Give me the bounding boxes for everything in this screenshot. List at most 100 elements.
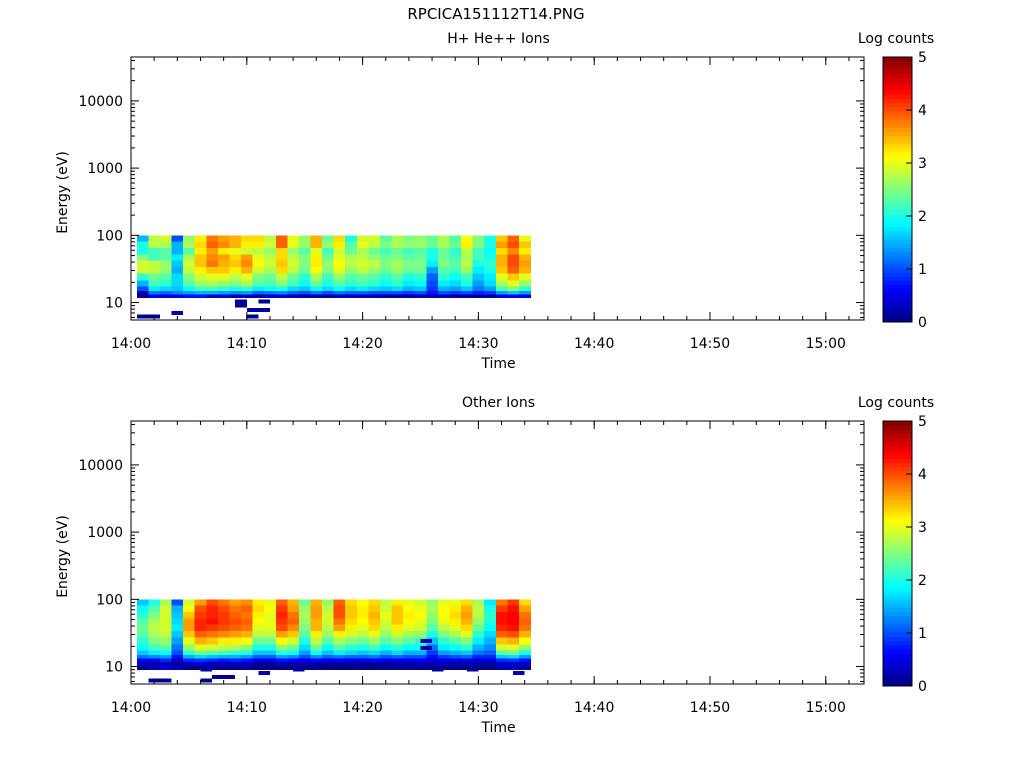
- heatmap-cell: [229, 637, 242, 646]
- heatmap-cell: [159, 624, 173, 632]
- heatmap-cell: [403, 260, 416, 268]
- heatmap-cell: [171, 599, 184, 607]
- heatmap-cell: [449, 650, 462, 656]
- colorbar-band: [883, 81, 912, 87]
- heatmap-cell: [252, 654, 265, 659]
- heatmap-cell: [298, 612, 312, 619]
- heatmap-speck: [258, 307, 270, 312]
- heatmap-speck: [397, 666, 409, 671]
- heatmap-cell: [495, 654, 508, 659]
- heatmap-cell: [518, 599, 532, 607]
- heatmap-cell: [461, 254, 474, 262]
- heatmap-cell: [206, 612, 219, 619]
- colorbar-band: [883, 632, 912, 637]
- heatmap-cell: [194, 612, 207, 619]
- heatmap-cell: [183, 665, 196, 671]
- heatmap-cell: [322, 286, 335, 292]
- heatmap-cell: [356, 605, 369, 613]
- heatmap-cell: [507, 235, 520, 243]
- heatmap-speck: [200, 678, 213, 683]
- heatmap-cell: [333, 235, 346, 243]
- heatmap-cell: [136, 294, 149, 298]
- heatmap-cell: [518, 650, 532, 656]
- heatmap-cell: [183, 654, 196, 659]
- heatmap-cell: [206, 650, 219, 656]
- heatmap-cell: [495, 235, 508, 243]
- colorbar-band: [883, 623, 912, 629]
- heatmap-cell: [183, 248, 196, 255]
- heatmap-cell: [391, 654, 404, 659]
- heatmap-cell: [426, 650, 439, 656]
- heatmap-cell: [229, 260, 242, 268]
- heatmap-cell: [391, 661, 404, 667]
- heatmap-cell: [171, 618, 184, 626]
- heatmap-cell: [333, 612, 346, 619]
- heatmap-cell: [310, 631, 323, 639]
- heatmap-cell: [461, 290, 474, 295]
- heatmap-cell: [194, 605, 207, 613]
- heatmap-cell: [472, 286, 485, 292]
- heatmap-cell: [287, 650, 300, 656]
- heatmap-cell: [507, 612, 520, 619]
- heatmap-cell: [484, 248, 497, 255]
- heatmap-cell: [333, 605, 346, 613]
- heatmap-cell: [310, 254, 323, 262]
- colorbar-tick-label: 1: [918, 262, 927, 278]
- heatmap-cell: [171, 280, 184, 287]
- heatmap-cell: [241, 280, 254, 287]
- heatmap-cell: [217, 665, 231, 671]
- colorbar-band: [883, 553, 912, 559]
- heatmap-cell: [437, 644, 451, 651]
- colorbar-band: [883, 541, 912, 546]
- heatmap-cell: [159, 280, 173, 287]
- heatmap-cell: [217, 618, 231, 626]
- heatmap-cell: [206, 599, 219, 607]
- heatmap-cell: [171, 658, 184, 663]
- heatmap-cell: [472, 294, 485, 298]
- heatmap-cell: [183, 241, 196, 249]
- heatmap-cell: [507, 624, 520, 632]
- heatmap-cell: [426, 286, 439, 292]
- heatmap-cell: [252, 235, 265, 243]
- heatmap-speck: [293, 667, 305, 672]
- heatmap-cell: [391, 624, 404, 632]
- heatmap-cell: [298, 618, 312, 626]
- heatmap-cell: [298, 290, 312, 295]
- heatmap-cell: [333, 248, 346, 255]
- colorbar-band: [883, 90, 912, 95]
- heatmap-cell: [414, 661, 427, 667]
- y-tick-label: 1000: [87, 161, 123, 177]
- heatmap-cell: [518, 241, 532, 249]
- heatmap-cell: [322, 658, 335, 663]
- heatmap-cell: [310, 650, 323, 656]
- heatmap-cell: [159, 631, 173, 639]
- heatmap-cell: [414, 654, 427, 659]
- heatmap-cell: [298, 644, 312, 651]
- heatmap-cell: [356, 624, 369, 632]
- heatmap-cell: [322, 254, 335, 262]
- heatmap-cell: [472, 665, 485, 671]
- heatmap-cell: [368, 599, 381, 607]
- heatmap-cell: [148, 260, 161, 268]
- heatmap-cell: [379, 658, 393, 663]
- heatmap-cell: [484, 661, 497, 667]
- heatmap-cell: [136, 267, 149, 275]
- heatmap-cell: [333, 658, 346, 663]
- heatmap-cell: [217, 631, 231, 639]
- heatmap-cell: [472, 624, 485, 632]
- heatmap-cell: [345, 290, 358, 295]
- heatmap-cell: [275, 644, 288, 651]
- heatmap-cell: [194, 618, 207, 626]
- heatmap-cell: [507, 273, 520, 282]
- colorbar-band: [883, 305, 912, 311]
- heatmap-cell: [414, 280, 427, 287]
- colorbar-band: [883, 437, 912, 443]
- heatmap-cell: [252, 254, 265, 262]
- heatmap-cell: [403, 267, 416, 275]
- heatmap-cell: [333, 631, 346, 639]
- heatmap-cell: [287, 661, 300, 667]
- heatmap-cell: [426, 661, 439, 667]
- heatmap-cell: [159, 618, 173, 626]
- heatmap-cell: [426, 612, 439, 619]
- heatmap-cell: [206, 624, 219, 632]
